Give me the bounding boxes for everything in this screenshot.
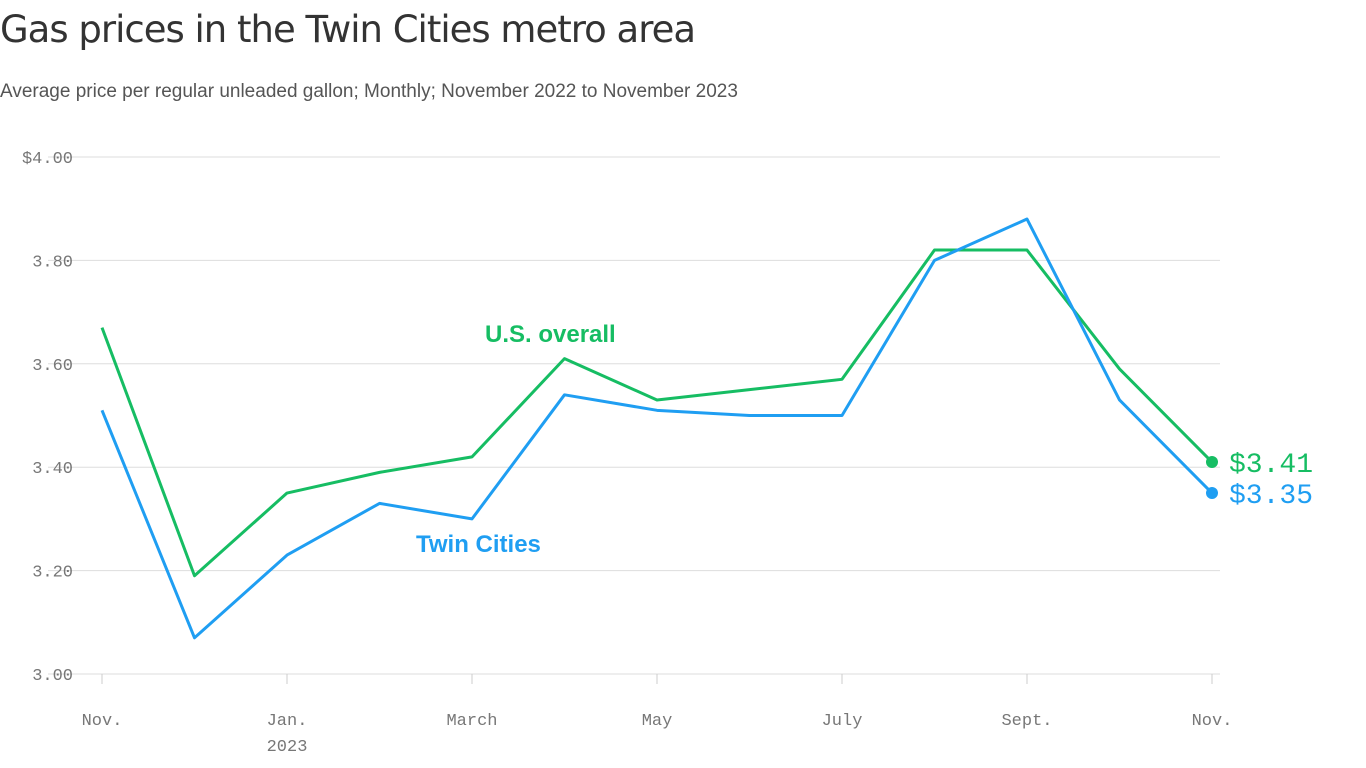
y-tick-label: 3.80 xyxy=(32,253,73,272)
chart-subtitle: Average price per regular unleaded gallo… xyxy=(0,81,738,102)
value-label: $3.41 xyxy=(1229,450,1313,481)
end-dot xyxy=(1206,456,1218,469)
series-line xyxy=(100,248,1214,578)
value-label: $3.35 xyxy=(1229,481,1313,512)
x-tick-label: Nov. xyxy=(1192,712,1233,731)
x-tick-label: Jan. xyxy=(267,712,308,731)
x-tick-label: Nov. xyxy=(82,712,123,731)
y-tick-label: 3.20 xyxy=(32,564,73,583)
x-tick-label: March xyxy=(446,712,497,731)
x-tick-sublabel: 2023 xyxy=(267,738,308,757)
x-tick-label: July xyxy=(822,712,863,731)
x-tick-label: May xyxy=(642,712,673,731)
x-tick-label: Sept. xyxy=(1001,712,1052,731)
y-tick-label: $4.00 xyxy=(22,150,73,169)
series-label: U.S. overall xyxy=(485,321,616,348)
chart-title: Gas prices in the Twin Cities metro area xyxy=(0,8,695,51)
y-tick-label: 3.40 xyxy=(32,460,73,479)
series-line xyxy=(100,217,1214,640)
y-tick-label: 3.00 xyxy=(32,667,73,686)
y-tick-label: 3.60 xyxy=(32,357,73,376)
series-label: Twin Cities xyxy=(416,531,541,558)
end-dot xyxy=(1206,487,1218,500)
